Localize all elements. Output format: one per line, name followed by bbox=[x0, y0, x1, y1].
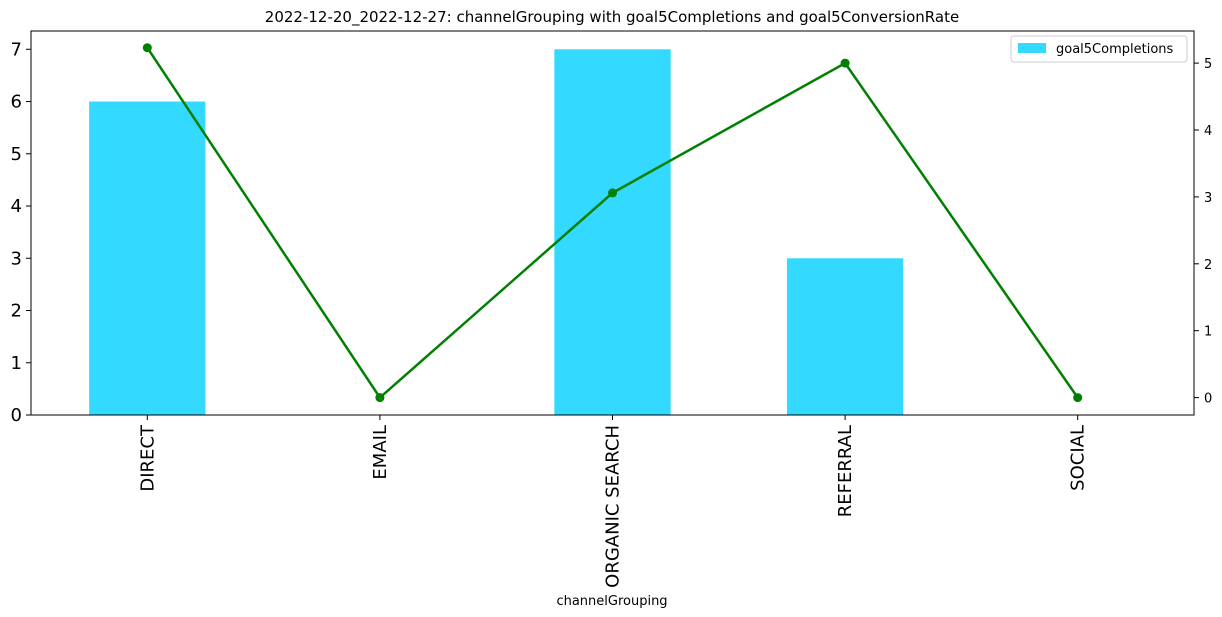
bar-referral bbox=[786, 258, 904, 415]
left-tick-label: 4 bbox=[11, 196, 22, 217]
line-point-social bbox=[1073, 393, 1083, 403]
bars-layer bbox=[89, 49, 904, 416]
legend-frame bbox=[1010, 35, 1188, 63]
right-tick-label: 5 bbox=[1204, 57, 1212, 72]
x-tick-label-direct: DIRECT bbox=[137, 424, 158, 492]
legend: goal5Completions bbox=[1010, 35, 1188, 63]
left-tick-label: 3 bbox=[11, 248, 22, 269]
right-tick-label: 3 bbox=[1204, 191, 1212, 206]
bar-organic-search bbox=[554, 49, 671, 416]
legend-swatch-goal5completions bbox=[1018, 43, 1046, 53]
left-y-axis: 0 1 2 3 4 5 6 7 bbox=[11, 39, 31, 426]
left-tick-label: 6 bbox=[11, 92, 22, 113]
bar-direct bbox=[89, 101, 206, 415]
legend-label-goal5completions: goal5Completions bbox=[1056, 42, 1174, 57]
right-tick-label: 4 bbox=[1204, 124, 1212, 139]
right-tick-label: 2 bbox=[1204, 258, 1212, 273]
left-tick-label: 1 bbox=[11, 353, 22, 374]
line-point-referral bbox=[840, 58, 850, 68]
line-layer bbox=[142, 43, 1083, 403]
line-point-organic-search bbox=[608, 188, 617, 198]
left-tick-label: 7 bbox=[11, 39, 22, 60]
x-tick-label-referral: REFERRAL bbox=[835, 425, 856, 517]
left-tick-label: 5 bbox=[11, 144, 22, 165]
chart-title: 2022-12-20_2022-12-27: channelGrouping w… bbox=[265, 8, 959, 27]
x-tick-label-email: EMAIL bbox=[370, 425, 391, 480]
x-axis-label: channelGrouping bbox=[556, 594, 667, 609]
x-axis: DIRECT EMAIL ORGANIC SEARCH REFERRAL SOCIAL bbox=[137, 415, 1089, 588]
x-tick-label-social: SOCIAL bbox=[1068, 425, 1089, 491]
right-y-axis: 0 1 2 3 4 5 bbox=[1194, 57, 1212, 407]
line-point-email bbox=[375, 393, 385, 403]
left-tick-label: 2 bbox=[11, 301, 22, 322]
x-tick-label-organic-search: ORGANIC SEARCH bbox=[603, 425, 624, 588]
left-tick-label: 0 bbox=[11, 405, 22, 426]
line-point-direct bbox=[142, 43, 152, 53]
right-tick-label: 1 bbox=[1204, 325, 1212, 340]
right-tick-label: 0 bbox=[1204, 392, 1212, 407]
